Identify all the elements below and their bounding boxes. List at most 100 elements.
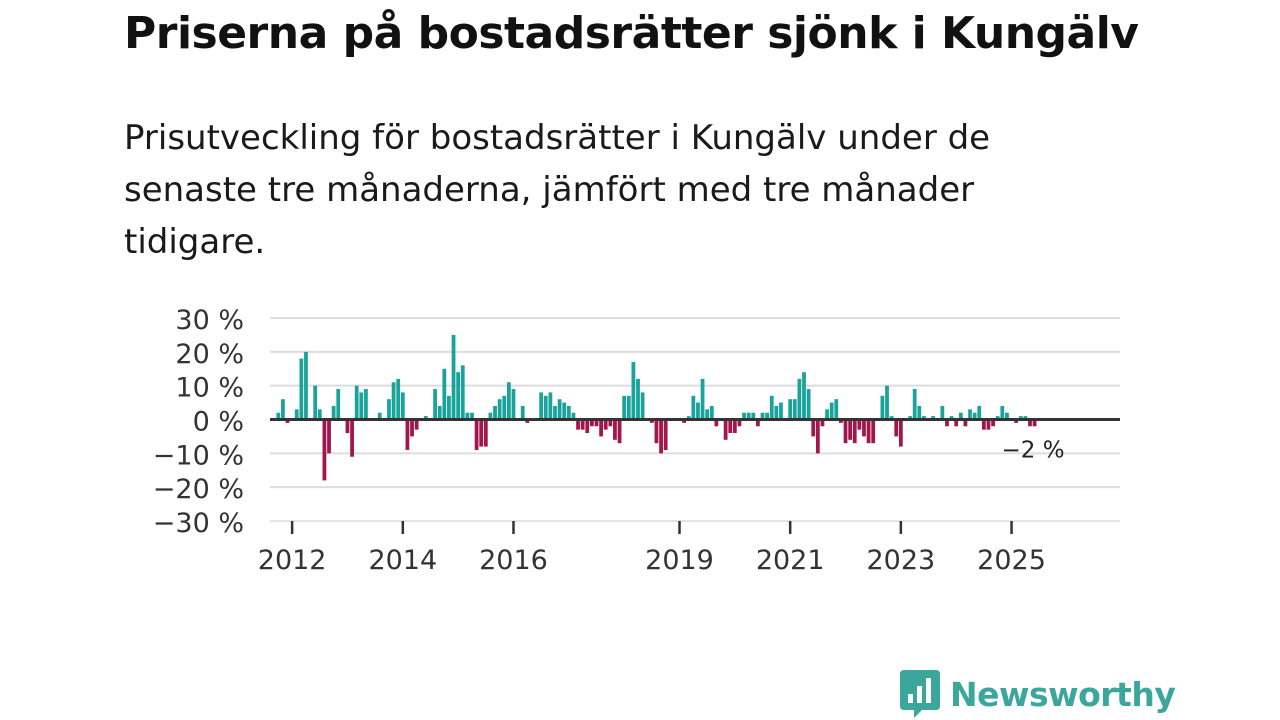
bar (663, 419, 668, 450)
bar (765, 412, 770, 420)
bar (553, 405, 557, 420)
bar (977, 405, 982, 420)
bar (585, 419, 590, 434)
bar (931, 416, 936, 420)
bar (848, 419, 853, 440)
bar (377, 412, 382, 420)
bar (488, 412, 493, 420)
bar (539, 392, 544, 420)
bar (1014, 419, 1019, 423)
y-tick-label: 0 % (193, 407, 244, 438)
bars (270, 334, 1120, 481)
bar (945, 419, 949, 427)
bar (922, 416, 926, 420)
bar (742, 412, 746, 420)
bar (917, 405, 922, 420)
bar (802, 372, 806, 420)
bar (1000, 405, 1005, 420)
bar (958, 412, 963, 420)
bar (304, 351, 308, 420)
bar (433, 389, 437, 420)
bar (520, 405, 525, 420)
bar (852, 419, 857, 444)
bar (493, 405, 497, 420)
bar (700, 378, 705, 420)
bar (963, 419, 968, 427)
bar (682, 419, 687, 423)
x-tick-label: 2019 (645, 545, 714, 576)
bar (746, 412, 751, 420)
bar (968, 409, 972, 420)
bar (640, 392, 645, 420)
bar (797, 378, 802, 420)
bar (557, 399, 562, 420)
bar (806, 389, 811, 420)
bar (862, 419, 866, 437)
y-tick-label: 30 % (175, 305, 244, 336)
bar (654, 419, 659, 444)
bar (709, 405, 714, 420)
bar (774, 405, 779, 420)
x-tick-label: 2012 (258, 545, 327, 576)
x-tick-label: 2025 (977, 545, 1046, 576)
bar (626, 395, 631, 420)
last-value-label: −2 % (1002, 437, 1065, 463)
bar (829, 402, 834, 420)
bar (834, 399, 839, 420)
bar (423, 416, 428, 420)
bar (1023, 416, 1028, 420)
bar (313, 385, 318, 420)
bar (447, 395, 451, 420)
bar (317, 409, 322, 420)
bar (1032, 419, 1037, 427)
bar (299, 358, 304, 420)
bar (391, 382, 396, 420)
bar (400, 392, 405, 420)
bar (949, 416, 954, 420)
bar (603, 419, 608, 430)
bar (617, 419, 622, 444)
bar (912, 389, 917, 420)
bar (631, 361, 636, 420)
bar (756, 419, 760, 427)
bar (576, 419, 580, 430)
bar (815, 419, 820, 454)
bar (696, 402, 700, 420)
bar (728, 419, 733, 434)
bar (954, 419, 959, 427)
y-tick-label: 10 % (175, 373, 244, 404)
bar (506, 382, 511, 420)
bar (497, 399, 502, 420)
bar (705, 409, 710, 420)
bar (649, 419, 654, 423)
bar (474, 419, 479, 450)
y-tick-label: 20 % (175, 339, 244, 370)
bar (972, 412, 977, 420)
bar (350, 419, 354, 457)
y-tick-label: −20 % (153, 474, 244, 505)
brand-name: Newsworthy (950, 674, 1176, 714)
bar (465, 412, 470, 420)
bar (1028, 419, 1032, 427)
y-tick-label: −10 % (153, 440, 244, 471)
bar (871, 419, 876, 444)
bar (894, 419, 899, 437)
bar (613, 419, 617, 440)
bar (866, 419, 871, 444)
bar (364, 389, 368, 420)
bar (548, 392, 553, 420)
bar (359, 392, 364, 420)
annotations: −2 % (1002, 437, 1065, 463)
bar (543, 395, 548, 420)
bar (327, 419, 331, 454)
bar (594, 419, 599, 427)
bar (820, 419, 825, 427)
x-tick-label: 2023 (867, 545, 936, 576)
bar (779, 402, 783, 420)
bar (285, 419, 290, 423)
bar (502, 395, 507, 420)
bar (396, 378, 401, 420)
bar (880, 395, 885, 420)
bar (562, 402, 567, 420)
bar (885, 385, 889, 420)
